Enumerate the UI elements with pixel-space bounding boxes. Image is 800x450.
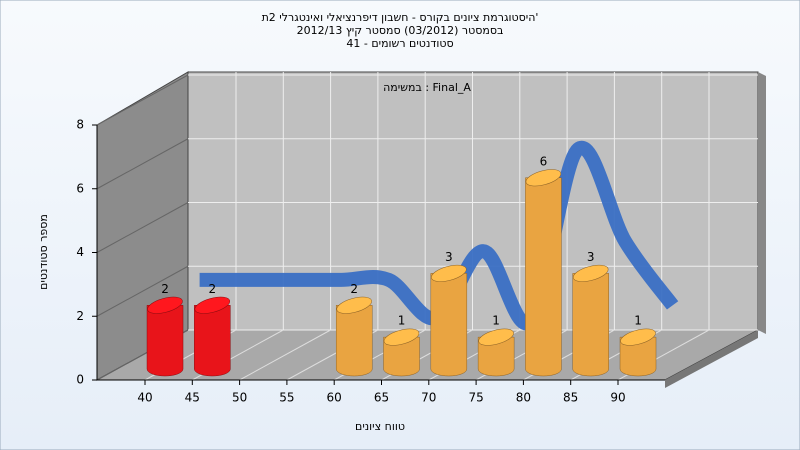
bar-top bbox=[194, 296, 231, 314]
bar-top bbox=[147, 296, 183, 314]
bar bbox=[146, 305, 184, 377]
y-tick-label: 8 bbox=[76, 118, 84, 132]
y-tick-label: 2 bbox=[76, 309, 84, 323]
y-tick-label: 0 bbox=[76, 373, 84, 387]
trend-ribbon bbox=[199, 140, 679, 331]
grid-line bbox=[96, 138, 189, 190]
bar bbox=[383, 336, 420, 377]
bar-top bbox=[572, 264, 609, 282]
bar bbox=[477, 336, 515, 377]
bar bbox=[525, 177, 562, 377]
bar bbox=[335, 305, 373, 377]
bar bbox=[572, 273, 609, 377]
bar-top bbox=[525, 169, 562, 187]
bar bbox=[619, 336, 657, 377]
x-tick-label: 45 bbox=[185, 391, 200, 405]
x-tick-label: 40 bbox=[137, 391, 152, 405]
annotation: במשימה : Final_A bbox=[383, 81, 471, 94]
bar bbox=[430, 273, 468, 377]
bar bbox=[194, 305, 231, 377]
x-tick-label: 50 bbox=[232, 391, 247, 405]
data-label: 2 bbox=[161, 282, 169, 296]
wall-edge bbox=[758, 72, 766, 334]
grid-line bbox=[96, 74, 189, 126]
data-label: 1 bbox=[634, 314, 642, 328]
data-label: 3 bbox=[445, 250, 453, 264]
bar-top bbox=[383, 328, 420, 346]
title-line: היסטוגרמת ציונים בקורס - חשבון דיפרנציאל… bbox=[262, 11, 539, 24]
y-tick-label: 4 bbox=[76, 245, 84, 259]
bar-top bbox=[431, 264, 467, 282]
y-tick-label: 6 bbox=[76, 181, 84, 195]
x-tick-label: 90 bbox=[610, 391, 625, 405]
grid-line bbox=[96, 265, 189, 317]
data-label: 1 bbox=[398, 314, 406, 328]
floor-edge bbox=[665, 330, 758, 388]
x-axis-title: טווח ציונים bbox=[355, 420, 405, 433]
x-tick-label: 65 bbox=[374, 391, 389, 405]
data-label: 2 bbox=[208, 282, 216, 296]
data-label: 2 bbox=[350, 282, 358, 296]
grid-line bbox=[239, 329, 331, 381]
title-line: בסמסטר (03/2012) סמסטר קיץ 2012/13 bbox=[297, 24, 504, 37]
bar-top bbox=[336, 296, 372, 314]
data-label: 6 bbox=[540, 154, 548, 168]
title-line: סטודנטים רשומים - 41 bbox=[346, 37, 453, 50]
x-tick-label: 85 bbox=[563, 391, 578, 405]
x-tick-label: 80 bbox=[516, 391, 531, 405]
x-tick-label: 55 bbox=[279, 391, 294, 405]
x-tick-label: 70 bbox=[421, 391, 436, 405]
bar-top bbox=[620, 328, 656, 346]
grid-line bbox=[96, 202, 189, 253]
data-label: 3 bbox=[587, 250, 595, 264]
y-axis-title: מספר סטודנטים bbox=[37, 214, 50, 290]
bar-top bbox=[478, 328, 514, 346]
data-label: 1 bbox=[492, 314, 500, 328]
marks: 2 2 2 1 3 1 6 3 1 bbox=[146, 140, 679, 377]
x-tick-label: 75 bbox=[468, 391, 483, 405]
x-tick-label: 60 bbox=[327, 391, 342, 405]
